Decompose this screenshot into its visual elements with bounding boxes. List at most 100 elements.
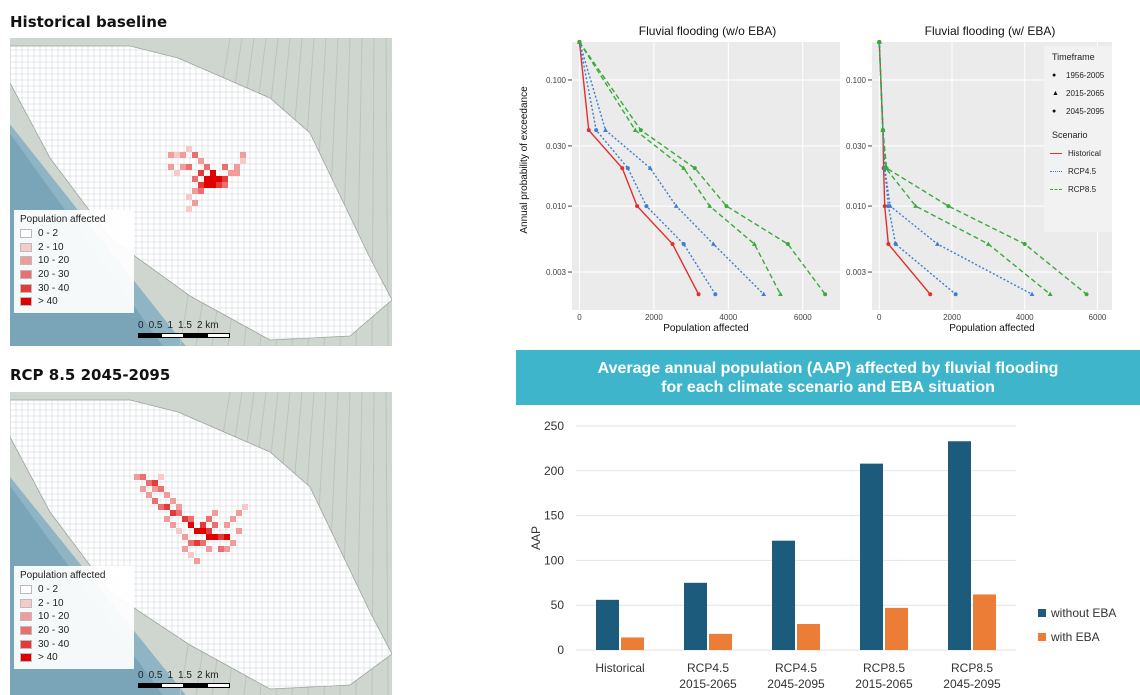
affected-cell — [152, 486, 158, 492]
bar-without-eba — [684, 582, 707, 650]
affected-cell — [158, 486, 164, 492]
affected-cell — [182, 546, 188, 552]
x-tick-label: 4000 — [719, 313, 737, 322]
affected-cell — [188, 540, 194, 546]
bar-y-tick-label: 200 — [544, 464, 564, 478]
data-point — [632, 127, 638, 132]
data-point — [647, 165, 653, 170]
map-legend-label: > 40 — [38, 296, 58, 308]
scenario-legend-title: Scenario — [1052, 130, 1088, 140]
scale-bar-segment — [207, 683, 230, 688]
affected-cell — [206, 534, 212, 540]
data-point — [603, 127, 608, 132]
bar-y-tick-label: 100 — [544, 553, 564, 567]
map-legend-swatch — [20, 270, 32, 280]
line-style-icon — [1050, 152, 1062, 154]
series-line — [578, 41, 700, 295]
affected-cell — [180, 152, 186, 158]
map-legend-label: 0 - 2 — [38, 228, 59, 240]
bar-y-tick-label: 50 — [551, 598, 565, 612]
bar-category-label: RCP8.5 — [863, 661, 905, 675]
affected-cell — [158, 474, 164, 480]
x-axis-label: Population affected — [663, 323, 748, 334]
plot-title-w-eba: Fluvial flooding (w/ EBA) — [924, 24, 1056, 38]
map-legend-item: 2 - 10 — [20, 241, 128, 255]
timeframe-legend-label: 1956-2005 — [1066, 70, 1105, 80]
affected-cell — [198, 182, 204, 188]
scenario-legend-label: RCP4.5 — [1068, 166, 1097, 176]
map-legend-swatch — [20, 297, 32, 307]
scale-bar-label: 0 — [138, 320, 144, 331]
data-point — [670, 242, 675, 247]
map-legend-item: 20 - 30 — [20, 624, 128, 638]
map-legend-item: > 40 — [20, 651, 128, 665]
scale-bar-segment — [138, 683, 161, 688]
affected-cell — [206, 546, 212, 552]
affected-cell — [152, 498, 158, 504]
affected-cell — [222, 164, 228, 170]
data-point — [886, 242, 891, 247]
data-point — [953, 292, 958, 297]
road-line — [385, 392, 389, 695]
affected-cell — [164, 516, 170, 522]
data-point — [638, 128, 643, 133]
data-point — [707, 203, 713, 208]
affected-cell — [164, 504, 170, 510]
affected-cell — [228, 170, 234, 176]
affected-cell — [230, 540, 236, 546]
affected-cell — [192, 176, 198, 182]
affected-cell — [188, 552, 194, 558]
bar-chart-title-banner: Average annual population (AAP) affected… — [516, 350, 1140, 405]
data-point — [882, 204, 887, 209]
data-point — [913, 203, 919, 208]
affected-cell — [170, 510, 176, 516]
y-tick-label: 0.100 — [846, 76, 867, 85]
scenario-legend-item: RCP4.5 — [1044, 162, 1112, 180]
series-line — [578, 41, 716, 295]
affected-cell — [152, 480, 158, 486]
bar-with-eba — [797, 624, 820, 650]
scale-bar-label: 0 — [138, 670, 144, 681]
affected-cell — [210, 170, 216, 176]
affected-cell — [242, 504, 248, 510]
scale-bar-label: 0.5 — [148, 670, 163, 681]
y-tick-label: 0.030 — [846, 142, 867, 151]
bar-y-axis-label: AAP — [529, 526, 543, 550]
map-legend-label: 10 - 20 — [38, 611, 70, 623]
affected-cell — [210, 182, 216, 188]
series-line — [578, 41, 826, 295]
map-legend-label: 2 - 10 — [38, 597, 64, 609]
line-style-icon — [1050, 188, 1062, 190]
map-legend-swatch — [20, 612, 32, 622]
map-legend-swatch — [20, 653, 32, 663]
scale-bar-segment — [184, 333, 207, 338]
data-point — [673, 203, 679, 208]
data-point — [625, 166, 630, 171]
affected-cell — [194, 558, 200, 564]
affected-cell — [170, 522, 176, 528]
affected-cell — [200, 528, 206, 534]
affected-cell — [140, 474, 146, 480]
affected-cell — [198, 170, 204, 176]
affected-cell — [210, 176, 216, 182]
data-point — [785, 242, 790, 247]
bar-with-eba — [709, 633, 732, 650]
x-tick-label: 4000 — [1016, 313, 1034, 322]
affected-cell — [224, 522, 230, 528]
affected-cell — [188, 522, 194, 528]
data-point — [778, 291, 783, 297]
scale-bar-segment — [161, 683, 184, 688]
scenario-legend-item: RCP8.5 — [1044, 180, 1112, 198]
data-point — [823, 292, 828, 297]
data-point — [985, 241, 991, 246]
data-point — [681, 165, 687, 170]
map-legend-item: 10 - 20 — [20, 610, 128, 624]
map-legend-item: 0 - 2 — [20, 583, 128, 597]
map-legend-swatch — [20, 598, 32, 608]
bar-y-tick-label: 0 — [557, 643, 564, 657]
scale-bar-segment — [161, 333, 184, 338]
bar-category-label: 2015-2065 — [855, 677, 913, 691]
affected-cell — [234, 164, 240, 170]
data-point — [724, 204, 729, 209]
